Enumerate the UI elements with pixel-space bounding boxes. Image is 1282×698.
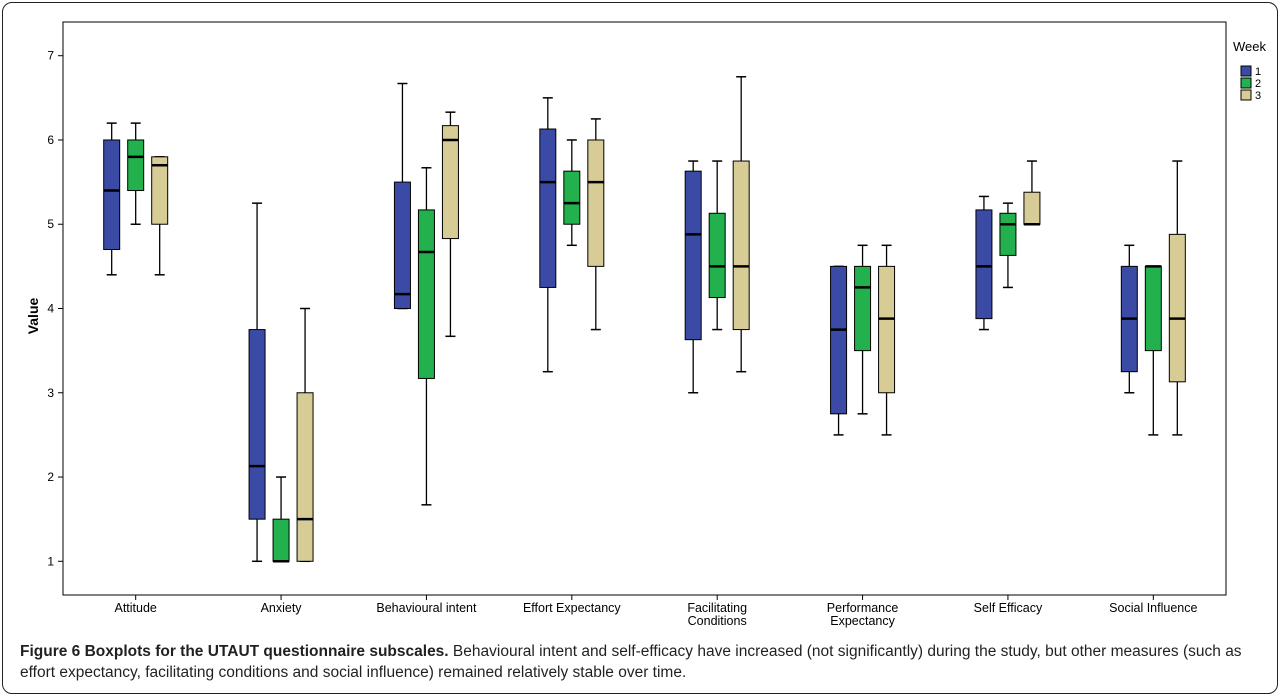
box-week-1 [1120, 244, 1138, 394]
iqr-box [393, 181, 411, 309]
iqr-box [441, 125, 459, 240]
y-tick-label: 6 [47, 133, 54, 147]
box-week-1 [248, 202, 266, 563]
box-week-2 [999, 202, 1017, 289]
y-tick-label: 4 [47, 302, 54, 316]
x-tick-label: Anxiety [261, 601, 303, 615]
box-week-3 [1023, 160, 1041, 226]
box-week-3 [587, 118, 605, 331]
legend-swatch [1240, 77, 1252, 89]
box-week-1 [830, 265, 848, 436]
box-week-1 [393, 82, 411, 310]
figure-caption: Figure 6 Boxplots for the UTAUT question… [20, 641, 1265, 683]
x-tick-label: Expectancy [830, 614, 895, 628]
caption-label: Figure 6 Boxplots for the UTAUT question… [20, 643, 449, 660]
legend-label: 2 [1255, 78, 1261, 90]
iqr-box [1144, 265, 1162, 352]
box-week-2 [127, 122, 145, 225]
legend-label: 3 [1255, 90, 1261, 102]
x-axis: Attitude Anxiety Behavioural intent Effort … [114, 595, 1197, 628]
y-tick-label: 3 [47, 386, 54, 400]
y-tick-label: 5 [47, 217, 54, 231]
box-week-3 [151, 156, 169, 276]
x-tick-label: Facilitating [687, 601, 747, 615]
iqr-box [878, 265, 896, 394]
legend: Week 123 [1233, 39, 1266, 102]
iqr-box [587, 139, 605, 267]
boxes [103, 76, 1186, 563]
y-tick-label: 1 [47, 554, 54, 568]
iqr-box [103, 139, 121, 251]
box-week-2 [272, 476, 290, 563]
y-axis-label: Value [25, 298, 41, 335]
iqr-box [296, 392, 314, 562]
box-week-2 [1144, 265, 1162, 436]
iqr-box [708, 212, 726, 299]
x-tick-label: Effort Expectancy [523, 601, 621, 615]
box-week-2 [563, 139, 581, 247]
iqr-box [999, 212, 1017, 256]
iqr-box [1023, 191, 1041, 225]
legend-swatch [1240, 65, 1252, 77]
x-tick-label: Attitude [114, 601, 156, 615]
y-tick-label: 2 [47, 470, 54, 484]
x-tick-label: Behavioural intent [376, 601, 477, 615]
iqr-box [854, 265, 872, 352]
y-axis: 1 2 3 4 5 6 7 [47, 49, 63, 568]
box-week-3 [732, 76, 750, 373]
box-week-1 [684, 160, 702, 394]
x-tick-label: Performance [827, 601, 899, 615]
iqr-box [975, 209, 993, 320]
iqr-box [151, 156, 169, 225]
legend-label: 1 [1255, 66, 1261, 78]
iqr-box [732, 160, 750, 331]
box-week-3 [441, 111, 459, 338]
x-tick-label: Conditions [688, 614, 747, 628]
plot-area [62, 21, 1227, 596]
box-week-3 [296, 307, 314, 563]
iqr-box [272, 518, 290, 562]
iqr-box [830, 265, 848, 415]
box-week-1 [103, 122, 121, 276]
x-tick-label: Self Efficacy [974, 601, 1043, 615]
iqr-box [1168, 233, 1186, 383]
box-week-1 [539, 97, 557, 373]
x-tick-label: Social Influence [1109, 601, 1197, 615]
box-week-2 [708, 160, 726, 331]
legend-swatch [1240, 89, 1252, 101]
box-week-2 [854, 244, 872, 415]
iqr-box [248, 329, 266, 520]
iqr-box [539, 128, 557, 288]
iqr-box [417, 209, 435, 379]
caption-text: Behavioural intent and self-efficacy hav… [20, 643, 1242, 681]
box-week-3 [1168, 160, 1186, 436]
iqr-box [563, 170, 581, 225]
box-week-1 [975, 195, 993, 331]
box-week-3 [878, 244, 896, 436]
y-tick-label: 7 [47, 49, 54, 63]
legend-title: Week [1233, 39, 1266, 54]
iqr-box [127, 139, 145, 192]
box-week-2 [417, 167, 435, 506]
iqr-box [684, 170, 702, 341]
